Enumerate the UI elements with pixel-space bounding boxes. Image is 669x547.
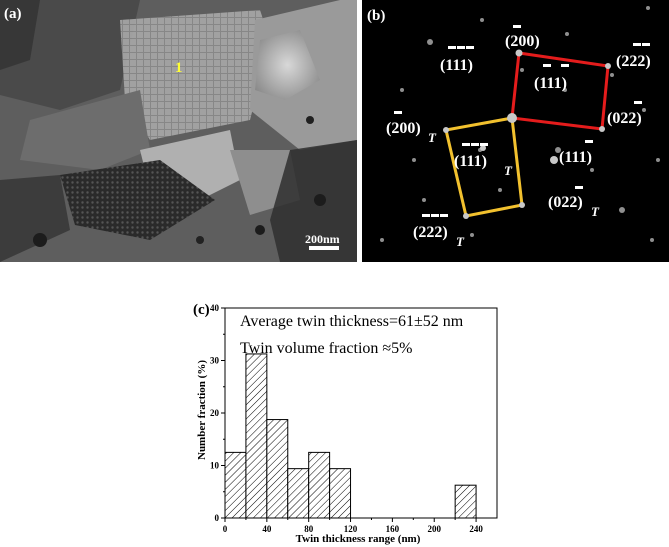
x-tick-label: 0 xyxy=(223,524,228,534)
volume-fraction-annotation: Twin volume fraction ≈5% xyxy=(240,340,413,357)
svg-text:T: T xyxy=(428,130,437,145)
spot-label-111-bar-all: (111) xyxy=(440,46,474,74)
histogram-bar xyxy=(329,468,352,519)
x-tick-label: 240 xyxy=(469,524,483,534)
svg-text:(111): (111) xyxy=(440,57,473,74)
histogram-axes: 0 40 80 120 160 200 240 0 10 20 30 40 xyxy=(210,303,498,534)
twin-thickness-histogram: (c) Average twin thickness=61±52 nm Twin… xyxy=(193,302,498,545)
grain-label: 1 xyxy=(175,60,183,76)
histogram-bar xyxy=(287,468,310,519)
panel-a-label: (a) xyxy=(4,6,22,22)
svg-text:(022): (022) xyxy=(548,194,583,211)
svg-text:(111): (111) xyxy=(454,153,487,170)
x-tick-label: 80 xyxy=(304,524,314,534)
histogram-panel: (c) Average twin thickness=61±52 nm Twin… xyxy=(0,290,669,547)
scale-bar-text: 200nm xyxy=(305,232,340,246)
x-tick-label: 40 xyxy=(262,524,272,534)
spot-label-111-twin: (111) T xyxy=(454,143,513,178)
svg-text:T: T xyxy=(504,163,513,178)
tem-image-panel: (a) 1 200nm xyxy=(0,0,357,262)
svg-text:(200): (200) xyxy=(386,120,421,137)
histogram-bar xyxy=(266,419,289,519)
y-tick-label: 0 xyxy=(215,513,220,523)
spot-label-222-twin: (222) T xyxy=(413,214,465,249)
x-tick-label: 200 xyxy=(427,524,441,534)
spot-label-111-inner: (111) xyxy=(534,64,569,92)
spot-label-022-twin: (022) T xyxy=(548,186,600,219)
spot-label-222: (222) xyxy=(616,43,651,70)
y-tick-label: 40 xyxy=(210,303,220,313)
x-tick-label: 160 xyxy=(386,524,400,534)
histogram-bar xyxy=(454,484,477,519)
svg-text:(111): (111) xyxy=(534,75,567,92)
histogram-bar xyxy=(245,353,268,519)
histogram-bar xyxy=(224,451,247,519)
tem-image: (a) 1 200nm xyxy=(0,0,357,262)
svg-text:(022): (022) xyxy=(607,110,642,127)
x-axis-label: Twin thickness range (nm) xyxy=(296,533,421,545)
spot-label-111-lower: (111) xyxy=(559,140,593,166)
svg-text:(111): (111) xyxy=(559,149,592,166)
y-axis-label: Number fraction (%) xyxy=(196,360,208,460)
histogram-bars xyxy=(224,353,477,519)
diffraction-pattern: (b) (200) (111) (111) (222) (022) xyxy=(362,0,669,262)
y-tick-label: 20 xyxy=(210,408,220,418)
spot-label-200: (200) xyxy=(505,25,540,50)
diffraction-panel: (b) (200) (111) (111) (222) (022) xyxy=(362,0,669,262)
svg-text:(200): (200) xyxy=(505,33,540,50)
y-tick-label: 30 xyxy=(210,356,220,366)
svg-text:(222): (222) xyxy=(616,53,651,70)
svg-text:T: T xyxy=(591,204,600,219)
scale-bar xyxy=(309,246,339,250)
average-thickness-annotation: Average twin thickness=61±52 nm xyxy=(240,313,464,330)
svg-text:(222): (222) xyxy=(413,224,448,241)
svg-text:T: T xyxy=(456,234,465,249)
spot-label-200-twin: (200) T xyxy=(386,111,437,145)
diffraction-spots xyxy=(380,6,660,242)
x-tick-label: 120 xyxy=(344,524,358,534)
panel-c-label: (c) xyxy=(193,302,210,318)
histogram-bar xyxy=(308,451,331,519)
panel-b-label: (b) xyxy=(367,8,385,24)
spot-label-022: (022) xyxy=(607,101,642,127)
y-tick-label: 10 xyxy=(210,461,220,471)
